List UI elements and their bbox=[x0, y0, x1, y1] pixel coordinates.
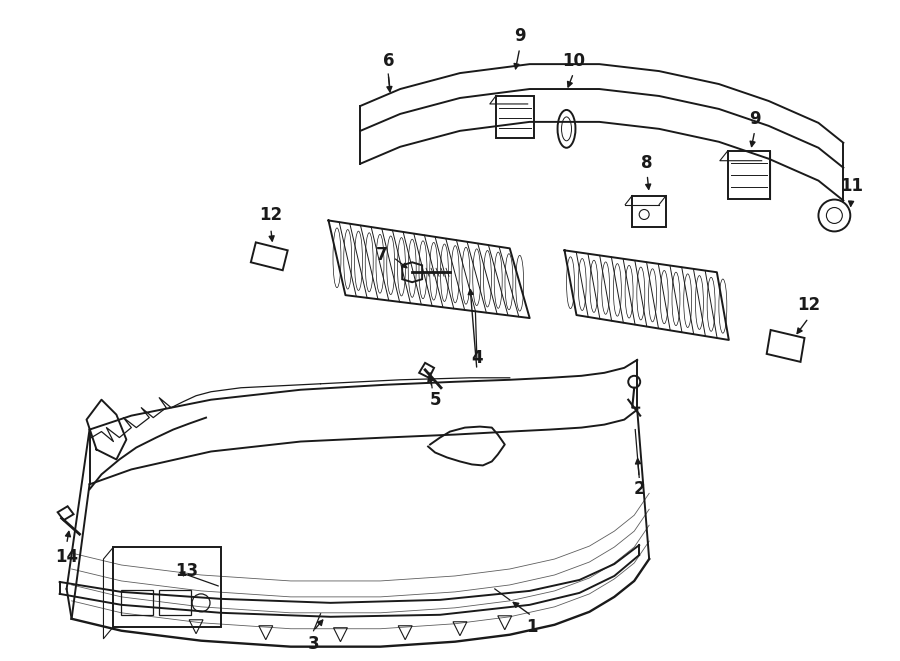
Text: 3: 3 bbox=[308, 635, 320, 652]
Text: 9: 9 bbox=[514, 27, 526, 45]
Text: 7: 7 bbox=[375, 247, 387, 264]
Text: 13: 13 bbox=[176, 562, 199, 580]
Polygon shape bbox=[564, 251, 729, 340]
Text: 9: 9 bbox=[749, 110, 760, 128]
Text: 1: 1 bbox=[526, 618, 537, 636]
Text: 6: 6 bbox=[382, 52, 394, 70]
Text: 12: 12 bbox=[259, 206, 283, 225]
Text: 12: 12 bbox=[796, 296, 820, 314]
Text: 10: 10 bbox=[562, 52, 585, 70]
Text: 5: 5 bbox=[429, 391, 441, 408]
Text: 14: 14 bbox=[55, 548, 78, 566]
Text: 4: 4 bbox=[471, 349, 482, 367]
Text: 2: 2 bbox=[634, 481, 645, 498]
Text: 8: 8 bbox=[642, 154, 652, 172]
Text: 11: 11 bbox=[840, 176, 863, 194]
Polygon shape bbox=[328, 221, 530, 318]
